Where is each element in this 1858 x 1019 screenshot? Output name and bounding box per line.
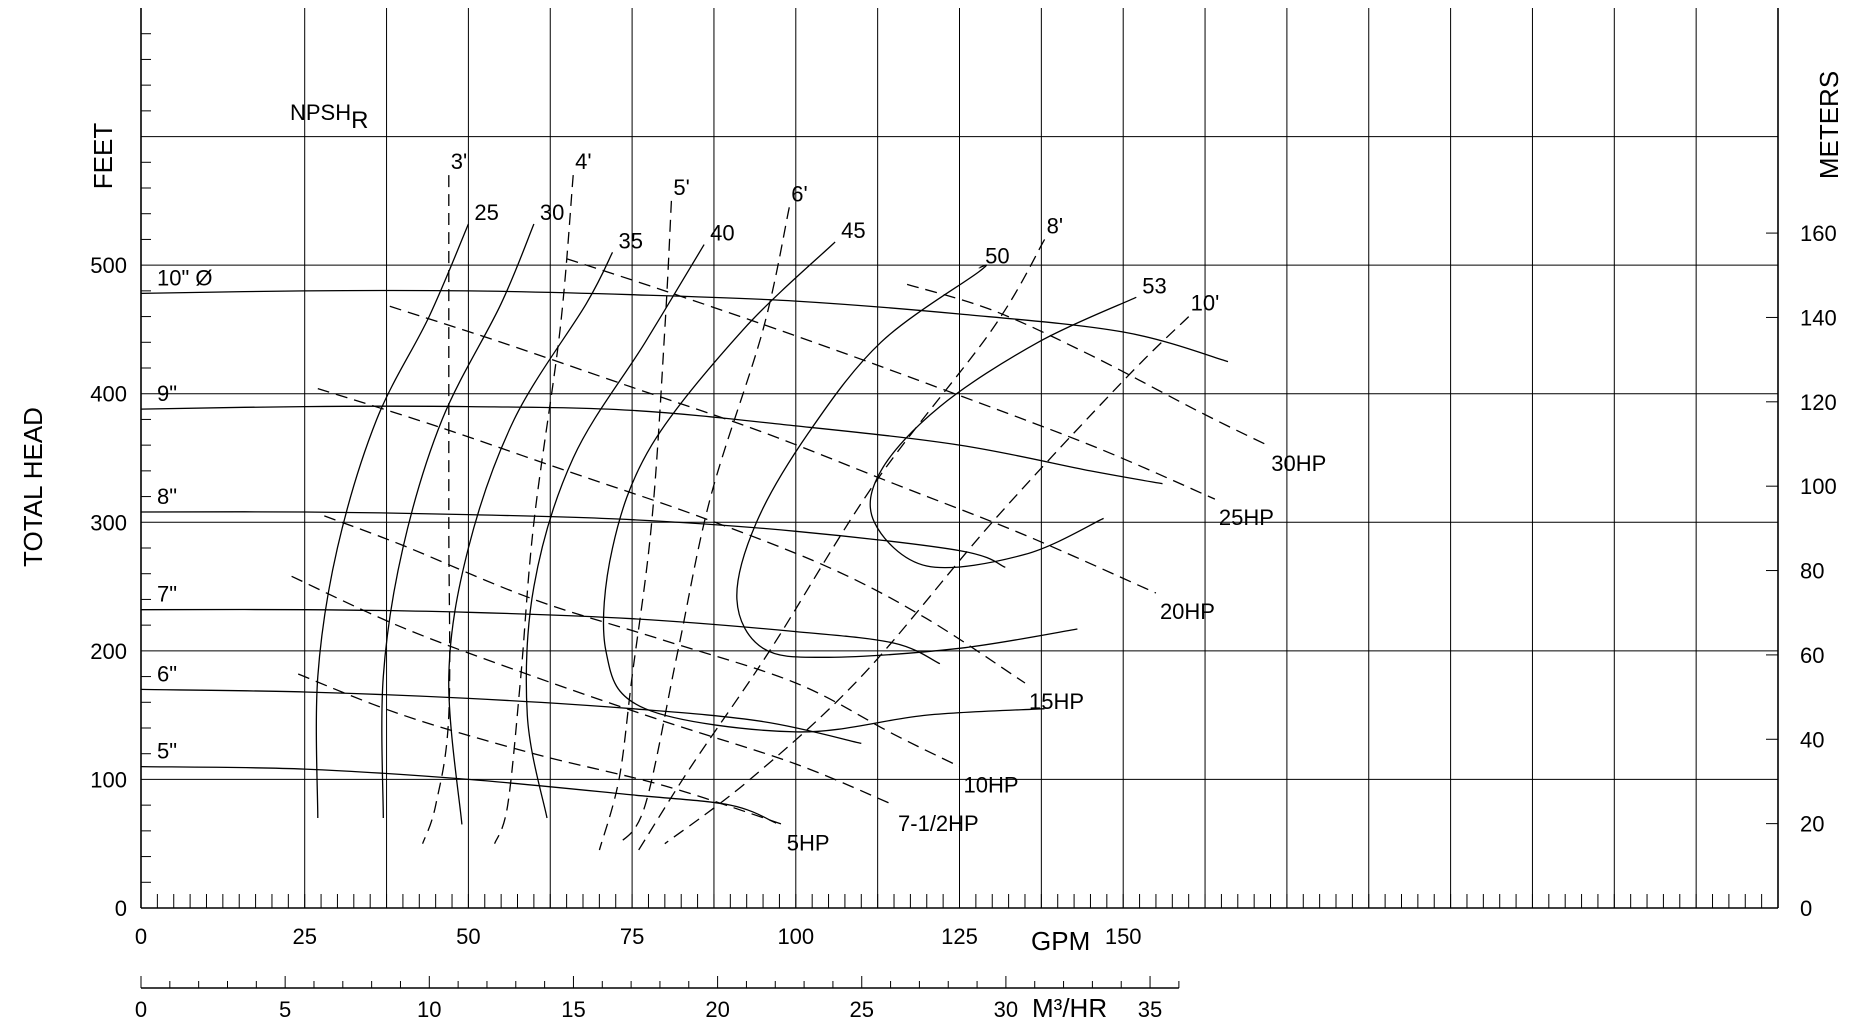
x-tick-label: 50 (456, 924, 480, 949)
impeller-curve-label: 8" (157, 484, 177, 509)
efficiency-curve-line (869, 296, 1137, 569)
y-tick-label: 400 (90, 382, 127, 407)
y2-axis-title: METERS (1814, 71, 1844, 179)
x2-tick-label: 30 (994, 997, 1018, 1019)
impeller-curve-line (140, 608, 941, 665)
npsh-curve-line (638, 239, 1046, 851)
y-unit-feet: FEET (88, 123, 118, 190)
efficiency-curve-line (736, 264, 1078, 658)
npsh-curve-label: 8' (1047, 213, 1063, 238)
horsepower-curve-line (291, 575, 895, 806)
efficiency-curve-line (602, 241, 1045, 733)
impeller-curve-label: 5" (157, 739, 177, 764)
impeller-curve-label: 6" (157, 661, 177, 686)
x2-tick-label: 15 (561, 997, 585, 1019)
y-tick-label: 300 (90, 510, 127, 535)
horsepower-curve-label: 7-1/2HP (898, 811, 979, 836)
x2-tick-label: 20 (705, 997, 729, 1019)
minor-ticks (140, 33, 1778, 988)
x2-tick-label: 10 (417, 997, 441, 1019)
horsepower-curve-line (297, 673, 783, 826)
x2-tick-label: 25 (850, 997, 874, 1019)
npsh-curve-line (618, 207, 790, 845)
x-tick-label: 100 (777, 924, 814, 949)
x-tick-label: 25 (292, 924, 316, 949)
impeller-curve-line (140, 688, 862, 745)
grid (140, 8, 1779, 989)
efficiency-curve-line (381, 223, 535, 819)
efficiency-curve-label: 30 (540, 200, 564, 225)
x2-tick-label: 5 (279, 997, 291, 1019)
x-tick-label: 75 (620, 924, 644, 949)
y2-tick-label: 20 (1800, 812, 1824, 837)
impeller-curve-line (140, 511, 1006, 568)
x-tick-label: 0 (135, 924, 147, 949)
y2-tick-label: 140 (1800, 305, 1837, 330)
impeller-curve-label: 10" Ø (157, 265, 213, 290)
x-tick-label: 125 (941, 924, 978, 949)
efficiency-curve-label: 50 (985, 244, 1009, 269)
horsepower-curve-label: 30HP (1271, 451, 1326, 476)
efficiency-curve-line (525, 244, 705, 819)
efficiency-curve-label: 35 (618, 228, 642, 253)
horsepower-curve-label: 25HP (1219, 505, 1274, 530)
npsh-curve-label: 4' (575, 149, 591, 174)
npsh-curve-label: 3' (451, 149, 467, 174)
y2-tick-label: 80 (1800, 559, 1824, 584)
impeller-curve-label: 9" (157, 381, 177, 406)
efficiency-curve-label: 25 (474, 200, 498, 225)
efficiency-curve-line (315, 223, 469, 819)
x2-tick-label: 35 (1138, 997, 1162, 1019)
efficiency-curve-label: 45 (841, 218, 865, 243)
y2-tick-label: 60 (1800, 643, 1824, 668)
horsepower-curve-label: 10HP (964, 773, 1019, 798)
y-tick-label: 0 (115, 896, 127, 921)
npsh-curve-line (493, 175, 574, 844)
y2-tick-label: 100 (1800, 474, 1837, 499)
horsepower-curve-line (906, 283, 1268, 446)
y-axis-title: TOTAL HEAD (18, 407, 48, 567)
npsh-curve-line (664, 316, 1190, 845)
y-tick-label: 200 (90, 639, 127, 664)
impeller-curve-line (140, 405, 1163, 485)
npsh-curve-line (598, 200, 673, 851)
y2-tick-label: 40 (1800, 727, 1824, 752)
npsh-curve-label: 5' (673, 175, 689, 200)
y2-tick-label: 0 (1800, 896, 1812, 921)
npsh-curve-label: 6' (791, 181, 807, 206)
x2-axis-title: M³/HR (1032, 993, 1107, 1019)
curves (140, 175, 1268, 851)
x-axis-title: GPM (1031, 926, 1090, 956)
horsepower-curve-line (317, 387, 1026, 684)
npsh-curve-line (421, 175, 451, 844)
impeller-curve-line (140, 765, 777, 824)
x-tick-label: 150 (1105, 924, 1142, 949)
efficiency-curve-label: 40 (710, 221, 734, 246)
horsepower-curve-label: 15HP (1029, 689, 1084, 714)
horsepower-curve-line (324, 515, 960, 768)
horsepower-curve-line (566, 258, 1216, 500)
x2-tick-label: 0 (135, 997, 147, 1019)
efficiency-curve-label: 53 (1142, 273, 1166, 298)
y2-tick-label: 160 (1800, 221, 1837, 246)
impeller-curve-label: 7" (157, 582, 177, 607)
y2-tick-label: 120 (1800, 390, 1837, 415)
y-tick-label: 500 (90, 253, 127, 278)
y-tick-label: 100 (90, 767, 127, 792)
npsh-label: NPSHR (290, 100, 368, 134)
npsh-curve-label: 10' (1191, 291, 1220, 316)
horsepower-curve-line (389, 305, 1157, 594)
horsepower-curve-label: 20HP (1160, 599, 1215, 624)
horsepower-curve-label: 5HP (787, 830, 830, 855)
efficiency-curve-line (448, 252, 614, 825)
impeller-curve-line (140, 289, 1229, 363)
